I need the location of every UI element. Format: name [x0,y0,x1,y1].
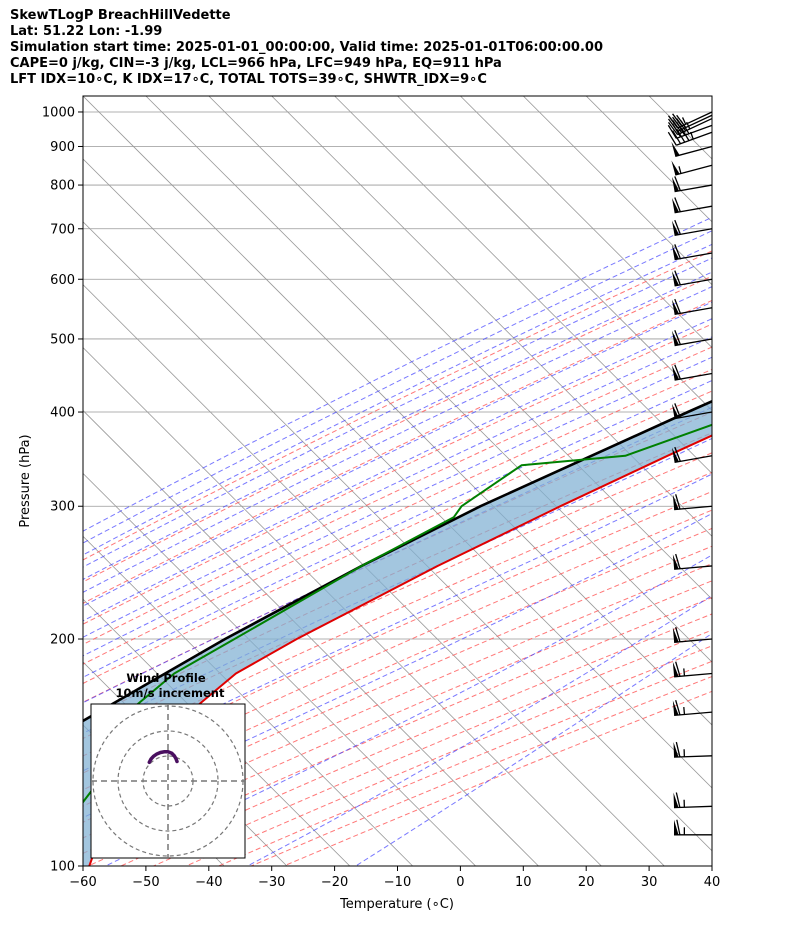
moist-adiabat-line [83,230,712,544]
stability-indices: LFT IDX=10∘C, K IDX=17∘C, TOTAL TOTS=39∘… [10,72,487,87]
wind-barb [667,127,713,146]
moist-adiabat-line [83,286,712,593]
dry-adiabat-line [251,675,712,866]
wind-barb [673,792,713,809]
dry-adiabat-line [83,323,712,625]
wind-barb [671,197,713,214]
hodograph-inset: Wind Profile 10m/s increment [90,671,246,859]
y-tick-label: 1000 [42,105,75,120]
x-tick-label: 0 [456,875,464,890]
wind-barb [667,120,713,139]
wind-barb [673,741,713,758]
isotherm-line [83,347,602,866]
isotherm-line [83,96,712,726]
station-coordinates: Lat: 51.22 Lon: -1.99 [10,24,163,39]
dry-adiabat-line [83,368,712,665]
wind-barb [671,176,713,193]
isotherm-line [523,96,712,286]
wind-barb [671,330,713,347]
isotherm-line [585,96,712,223]
wind-barb [672,661,713,678]
isotherm-line [271,96,712,537]
isotherm-line [460,96,712,349]
moist-adiabat-line [83,473,712,772]
y-tick-label: 900 [50,140,75,155]
station-title: SkewTLogP BreachHillVedette [10,8,231,23]
y-tick-label: 100 [50,860,75,875]
wind-barb [672,553,713,570]
hodograph-trace [147,750,179,765]
moist-adiabat-line [83,271,712,581]
wind-barb [671,270,713,287]
moist-adiabat-line [83,318,712,622]
x-tick-label: −20 [321,875,348,890]
dry-adiabat-line [83,471,712,757]
y-tick-label: 800 [50,179,75,194]
wind-barbs [667,111,713,836]
hodograph-title: Wind Profile [126,671,206,685]
isotherm-line [145,96,712,663]
isotherm-line [83,221,712,852]
isotherm-line [711,96,712,97]
wind-barb [674,819,712,836]
y-tick-label: 700 [50,222,75,237]
x-tick-label: −50 [132,875,159,890]
wind-barb [667,118,713,136]
moist-adiabat-line [83,379,712,678]
isotherm-line [648,96,712,160]
x-tick-label: 30 [641,875,658,890]
wind-barb [671,403,713,420]
dry-adiabat-line [83,250,712,561]
isotherm-line [334,96,712,474]
dry-adiabat-line [83,545,712,823]
wind-barb [671,160,713,176]
wind-barb [671,364,713,381]
dry-adiabat-line [185,645,712,866]
simulation-times: Simulation start time: 2025-01-01_00:00:… [10,40,603,55]
isotherm-line [83,158,712,789]
x-tick-label: −30 [258,875,285,890]
cape-cin-levels: CAPE=0 j/kg, CIN=-3 j/kg, LCL=966 hPa, L… [10,56,502,71]
grid-layer [83,96,712,866]
hodograph-subtitle: 10m/s increment [116,686,225,700]
x-tick-label: 10 [515,875,532,890]
x-tick-label: −40 [195,875,222,890]
dry-adiabat-line [83,299,712,604]
isotherm-line [208,96,712,600]
wind-barb [671,446,713,463]
dry-adiabat-line [83,452,712,740]
wind-barb [672,700,713,717]
isotherm-line [83,535,413,866]
wind-barb [671,219,713,237]
dry-adiabat-line [153,629,712,866]
x-tick-label: 20 [578,875,595,890]
hodograph-ring [117,730,219,832]
y-axis-label: Pressure (hPa) [18,434,33,527]
dry-adiabat-line [218,660,712,866]
x-tick-label: −60 [69,875,96,890]
parcel-path-line [83,399,712,723]
x-tick-label: 40 [704,875,721,890]
y-tick-label: 500 [50,332,75,347]
y-tick-label: 200 [50,633,75,648]
isotherm-line [83,284,665,866]
axis-ticks: −60 −50 −40 −30 −20 −10 0 10 20 30 40 100 200 300 400 5… [42,105,720,890]
hodograph-plot [91,704,245,858]
isotherm-line [83,409,539,866]
wind-barb [672,626,713,643]
x-axis-label: Temperature (∘C) [339,897,454,912]
isotherm-line [83,472,476,866]
y-tick-label: 300 [50,500,75,515]
y-tick-label: 400 [50,406,75,421]
y-tick-label: 600 [50,273,75,288]
x-tick-label: −10 [384,875,411,890]
wind-barb [671,141,713,157]
isotherm-line [397,96,712,412]
dry-adiabat-line [83,509,712,791]
wind-barb [671,298,713,315]
wind-barb [671,244,713,261]
wind-barb [672,494,713,511]
chart-header: SkewTLogP BreachHillVedette Lat: 51.22 L… [10,8,770,88]
